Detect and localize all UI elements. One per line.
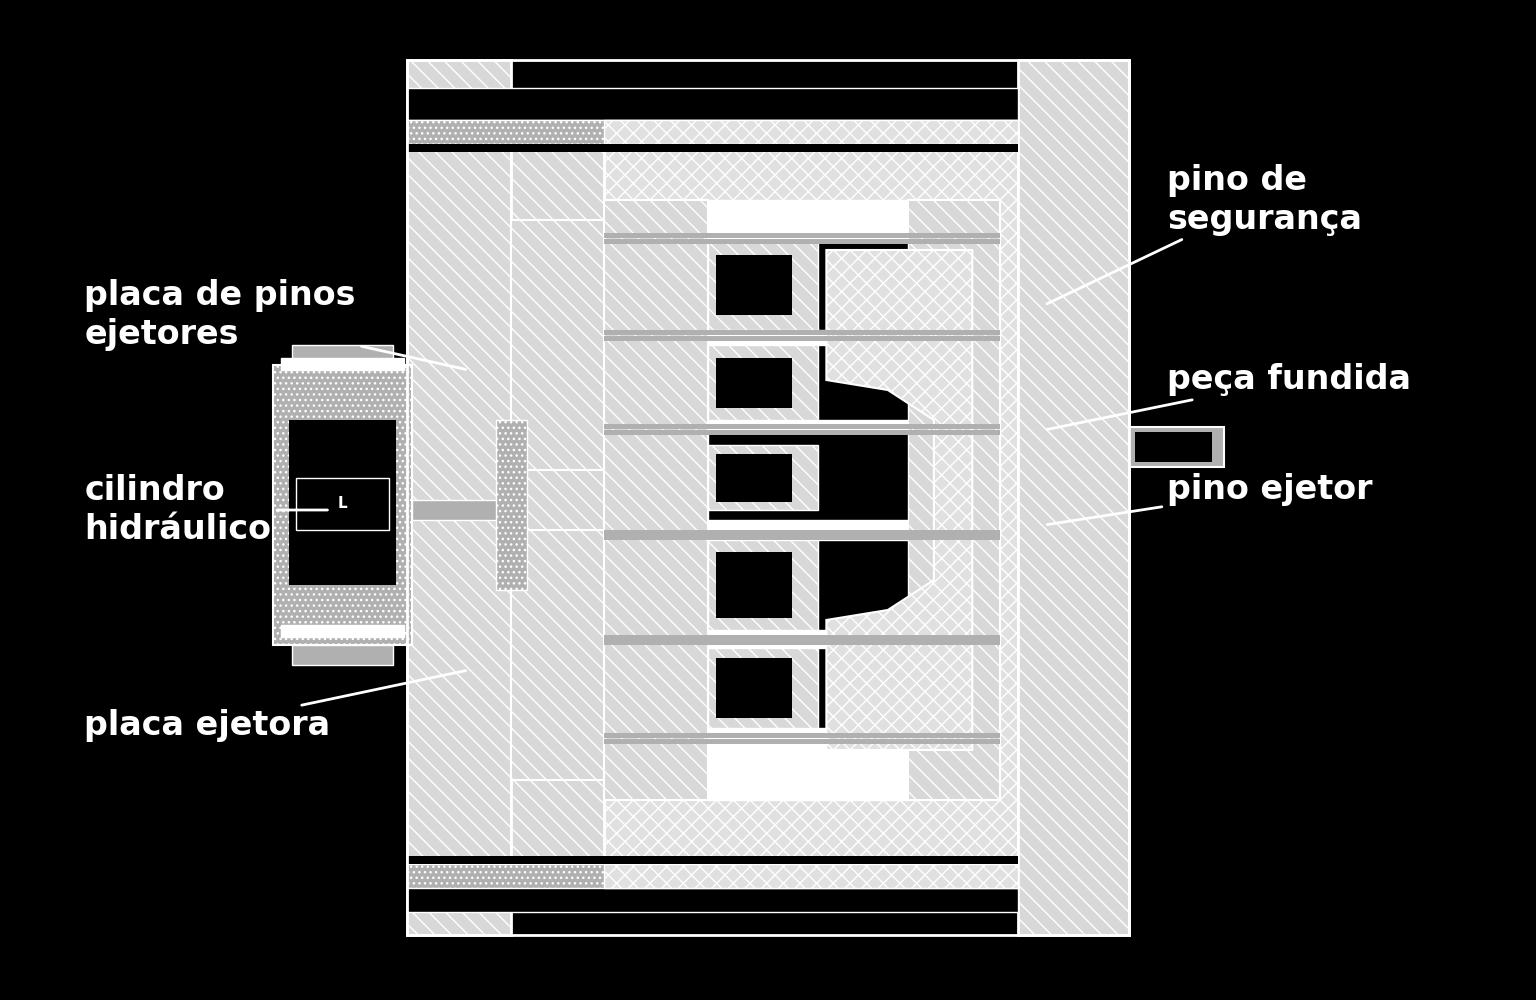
Bar [604, 535, 1000, 540]
Bar [292, 645, 393, 665]
Text: pino de
segurança: pino de segurança [1048, 164, 1362, 304]
Text: placa ejetora: placa ejetora [84, 671, 465, 742]
Bar [708, 540, 908, 630]
Bar [708, 430, 908, 520]
Text: L: L [338, 496, 347, 512]
Bar [1135, 432, 1212, 462]
Bar [716, 552, 791, 618]
Bar [716, 658, 791, 718]
Bar [604, 330, 1000, 335]
Bar [604, 336, 1000, 341]
Bar [604, 635, 1000, 640]
Bar [296, 478, 389, 530]
Bar [273, 365, 412, 645]
Bar [716, 255, 791, 315]
Bar [604, 530, 1000, 535]
Bar [708, 240, 817, 330]
Bar [604, 120, 1018, 144]
Bar [1129, 427, 1224, 467]
Bar [511, 530, 604, 780]
Bar [708, 200, 908, 800]
Bar [407, 856, 1018, 864]
Bar [604, 424, 1000, 429]
Bar [511, 120, 604, 875]
Bar [407, 144, 1018, 152]
Text: peça fundida: peça fundida [1048, 363, 1412, 429]
Bar [716, 358, 791, 408]
Bar [604, 200, 708, 800]
Bar [281, 358, 404, 370]
Bar [407, 120, 1018, 144]
Bar [708, 345, 817, 420]
Bar [604, 733, 1000, 738]
Bar [407, 880, 1018, 912]
Bar [604, 120, 1018, 875]
Bar [708, 540, 817, 630]
Bar [289, 420, 396, 585]
Bar [511, 220, 604, 470]
Bar [604, 239, 1000, 244]
Bar [407, 88, 1018, 120]
Bar [604, 864, 1018, 888]
Bar [716, 454, 791, 502]
Text: placa de pinos
ejetores: placa de pinos ejetores [84, 279, 465, 369]
Bar [1018, 60, 1129, 935]
Bar [496, 420, 527, 590]
Bar [708, 445, 817, 510]
Bar [281, 625, 404, 637]
Bar [604, 430, 1000, 435]
Bar [708, 648, 817, 728]
Bar [708, 240, 908, 330]
Bar [908, 200, 1000, 800]
Bar [407, 60, 1129, 935]
Bar [407, 864, 1018, 888]
Bar [708, 648, 908, 728]
Polygon shape [826, 250, 972, 750]
Bar [604, 233, 1000, 238]
Text: pino ejetor: pino ejetor [1048, 474, 1373, 525]
Bar [407, 60, 511, 935]
Bar [604, 640, 1000, 645]
Bar [412, 500, 511, 520]
Bar [708, 345, 908, 420]
Text: cilindro
hidráulico: cilindro hidráulico [84, 474, 327, 546]
Bar [292, 345, 393, 365]
Bar [604, 739, 1000, 744]
